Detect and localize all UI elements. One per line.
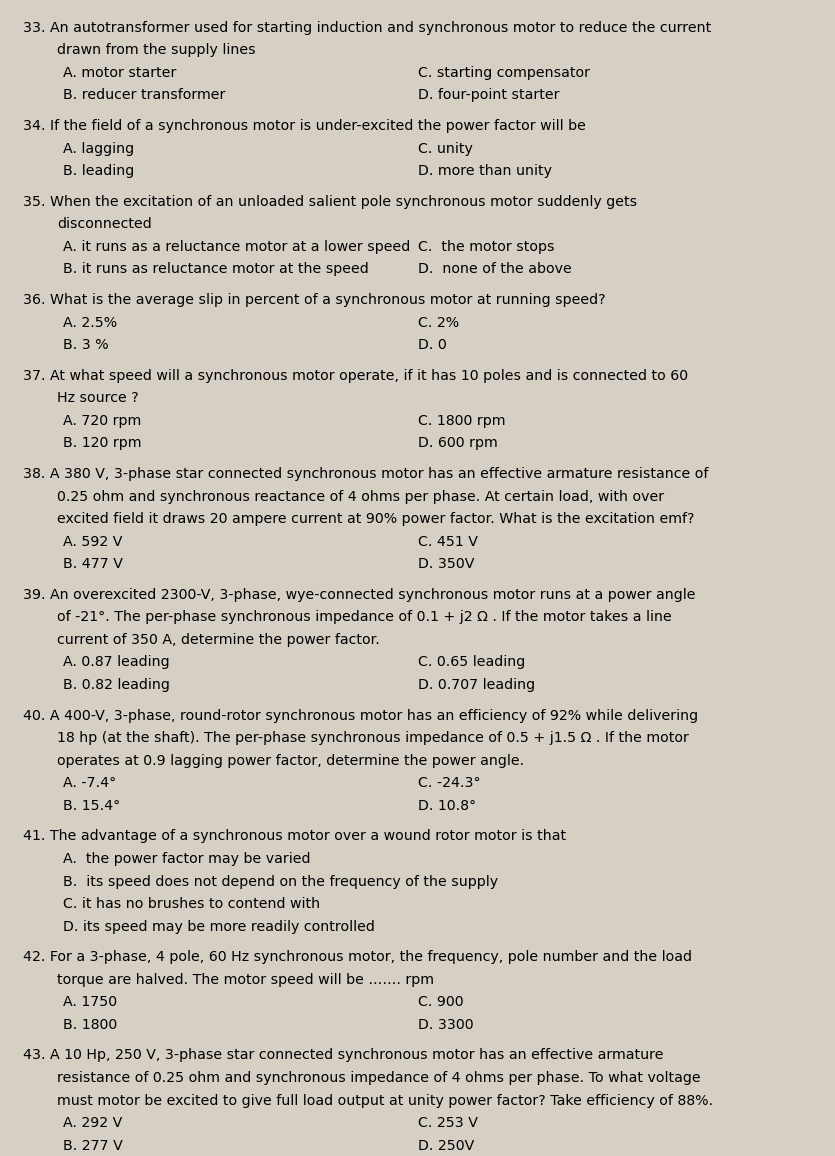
Text: C. 900: C. 900 [418, 995, 463, 1009]
Text: 38. A 380 V, 3-phase star connected synchronous motor has an effective armature : 38. A 380 V, 3-phase star connected sync… [23, 467, 709, 481]
Text: current of 350 A, determine the power factor.: current of 350 A, determine the power fa… [57, 632, 380, 647]
Text: resistance of 0.25 ohm and synchronous impedance of 4 ohms per phase. To what vo: resistance of 0.25 ohm and synchronous i… [57, 1070, 701, 1085]
Text: B. leading: B. leading [63, 164, 134, 178]
Text: D. 0: D. 0 [418, 338, 446, 353]
Text: D. 0.707 leading: D. 0.707 leading [418, 677, 534, 692]
Text: C. 253 V: C. 253 V [418, 1116, 478, 1131]
Text: A. 720 rpm: A. 720 rpm [63, 414, 141, 428]
Text: B.  its speed does not depend on the frequency of the supply: B. its speed does not depend on the freq… [63, 874, 498, 889]
Text: A. 0.87 leading: A. 0.87 leading [63, 655, 170, 669]
Text: A.  the power factor may be varied: A. the power factor may be varied [63, 852, 310, 866]
Text: 0.25 ohm and synchronous reactance of 4 ohms per phase. At certain load, with ov: 0.25 ohm and synchronous reactance of 4 … [57, 489, 664, 504]
Text: C.  the motor stops: C. the motor stops [418, 239, 554, 254]
Text: disconnected: disconnected [57, 217, 151, 231]
Text: 34. If the field of a synchronous motor is under-excited the power factor will b: 34. If the field of a synchronous motor … [23, 119, 586, 133]
Text: D. 10.8°: D. 10.8° [418, 799, 476, 813]
Text: B. 15.4°: B. 15.4° [63, 799, 120, 813]
Text: D. 350V: D. 350V [418, 557, 474, 571]
Text: operates at 0.9 lagging power factor, determine the power angle.: operates at 0.9 lagging power factor, de… [57, 754, 524, 768]
Text: A. motor starter: A. motor starter [63, 66, 176, 80]
Text: B. reducer transformer: B. reducer transformer [63, 88, 225, 103]
Text: 37. At what speed will a synchronous motor operate, if it has 10 poles and is co: 37. At what speed will a synchronous mot… [23, 369, 689, 383]
Text: B. 0.82 leading: B. 0.82 leading [63, 677, 170, 692]
Text: C. unity: C. unity [418, 141, 473, 156]
Text: 33. An autotransformer used for starting induction and synchronous motor to redu: 33. An autotransformer used for starting… [23, 21, 711, 35]
Text: B. 477 V: B. 477 V [63, 557, 123, 571]
Text: A. 292 V: A. 292 V [63, 1116, 122, 1131]
Text: A. 592 V: A. 592 V [63, 534, 122, 549]
Text: B. 277 V: B. 277 V [63, 1139, 123, 1153]
Text: C. -24.3°: C. -24.3° [418, 776, 480, 791]
Text: C. 2%: C. 2% [418, 316, 458, 329]
Text: 41. The advantage of a synchronous motor over a wound rotor motor is that: 41. The advantage of a synchronous motor… [23, 829, 566, 844]
Text: B. it runs as reluctance motor at the speed: B. it runs as reluctance motor at the sp… [63, 262, 368, 276]
Text: 42. For a 3-phase, 4 pole, 60 Hz synchronous motor, the frequency, pole number a: 42. For a 3-phase, 4 pole, 60 Hz synchro… [23, 950, 692, 964]
Text: 39. An overexcited 2300-V, 3-phase, wye-connected synchronous motor runs at a po: 39. An overexcited 2300-V, 3-phase, wye-… [23, 587, 696, 602]
Text: A. it runs as a reluctance motor at a lower speed: A. it runs as a reluctance motor at a lo… [63, 239, 410, 254]
Text: C. it has no brushes to contend with: C. it has no brushes to contend with [63, 897, 320, 911]
Text: D. more than unity: D. more than unity [418, 164, 551, 178]
Text: C. 451 V: C. 451 V [418, 534, 478, 549]
Text: A. 2.5%: A. 2.5% [63, 316, 117, 329]
Text: of -21°. The per-phase synchronous impedance of 0.1 + j2 Ω . If the motor takes : of -21°. The per-phase synchronous imped… [57, 610, 671, 624]
Text: drawn from the supply lines: drawn from the supply lines [57, 43, 256, 58]
Text: C. 1800 rpm: C. 1800 rpm [418, 414, 505, 428]
Text: D. its speed may be more readily controlled: D. its speed may be more readily control… [63, 919, 375, 934]
Text: 40. A 400-V, 3-phase, round-rotor synchronous motor has an efficiency of 92% whi: 40. A 400-V, 3-phase, round-rotor synchr… [23, 709, 699, 722]
Text: D.  none of the above: D. none of the above [418, 262, 571, 276]
Text: C. starting compensator: C. starting compensator [418, 66, 590, 80]
Text: Hz source ?: Hz source ? [57, 391, 139, 406]
Text: torque are halved. The motor speed will be ……. rpm: torque are halved. The motor speed will … [57, 972, 433, 987]
Text: must motor be excited to give full load output at unity power factor? Take effic: must motor be excited to give full load … [57, 1094, 713, 1107]
Text: D. four-point starter: D. four-point starter [418, 88, 559, 103]
Text: A. -7.4°: A. -7.4° [63, 776, 116, 791]
Text: A. 1750: A. 1750 [63, 995, 117, 1009]
Text: B. 120 rpm: B. 120 rpm [63, 436, 141, 451]
Text: excited field it draws 20 ampere current at 90% power factor. What is the excita: excited field it draws 20 ampere current… [57, 512, 694, 526]
Text: D. 3300: D. 3300 [418, 1017, 473, 1032]
Text: B. 3 %: B. 3 % [63, 338, 109, 353]
Text: B. 1800: B. 1800 [63, 1017, 117, 1032]
Text: C. 0.65 leading: C. 0.65 leading [418, 655, 524, 669]
Text: 43. A 10 Hp, 250 V, 3-phase star connected synchronous motor has an effective ar: 43. A 10 Hp, 250 V, 3-phase star connect… [23, 1048, 664, 1062]
Text: D. 250V: D. 250V [418, 1139, 473, 1153]
Text: 36. What is the average slip in percent of a synchronous motor at running speed?: 36. What is the average slip in percent … [23, 292, 606, 307]
Text: 35. When the excitation of an unloaded salient pole synchronous motor suddenly g: 35. When the excitation of an unloaded s… [23, 194, 637, 209]
Text: D. 600 rpm: D. 600 rpm [418, 436, 498, 451]
Text: 18 hp (at the shaft). The per-phase synchronous impedance of 0.5 + j1.5 Ω . If t: 18 hp (at the shaft). The per-phase sync… [57, 731, 689, 746]
Text: A. lagging: A. lagging [63, 141, 134, 156]
